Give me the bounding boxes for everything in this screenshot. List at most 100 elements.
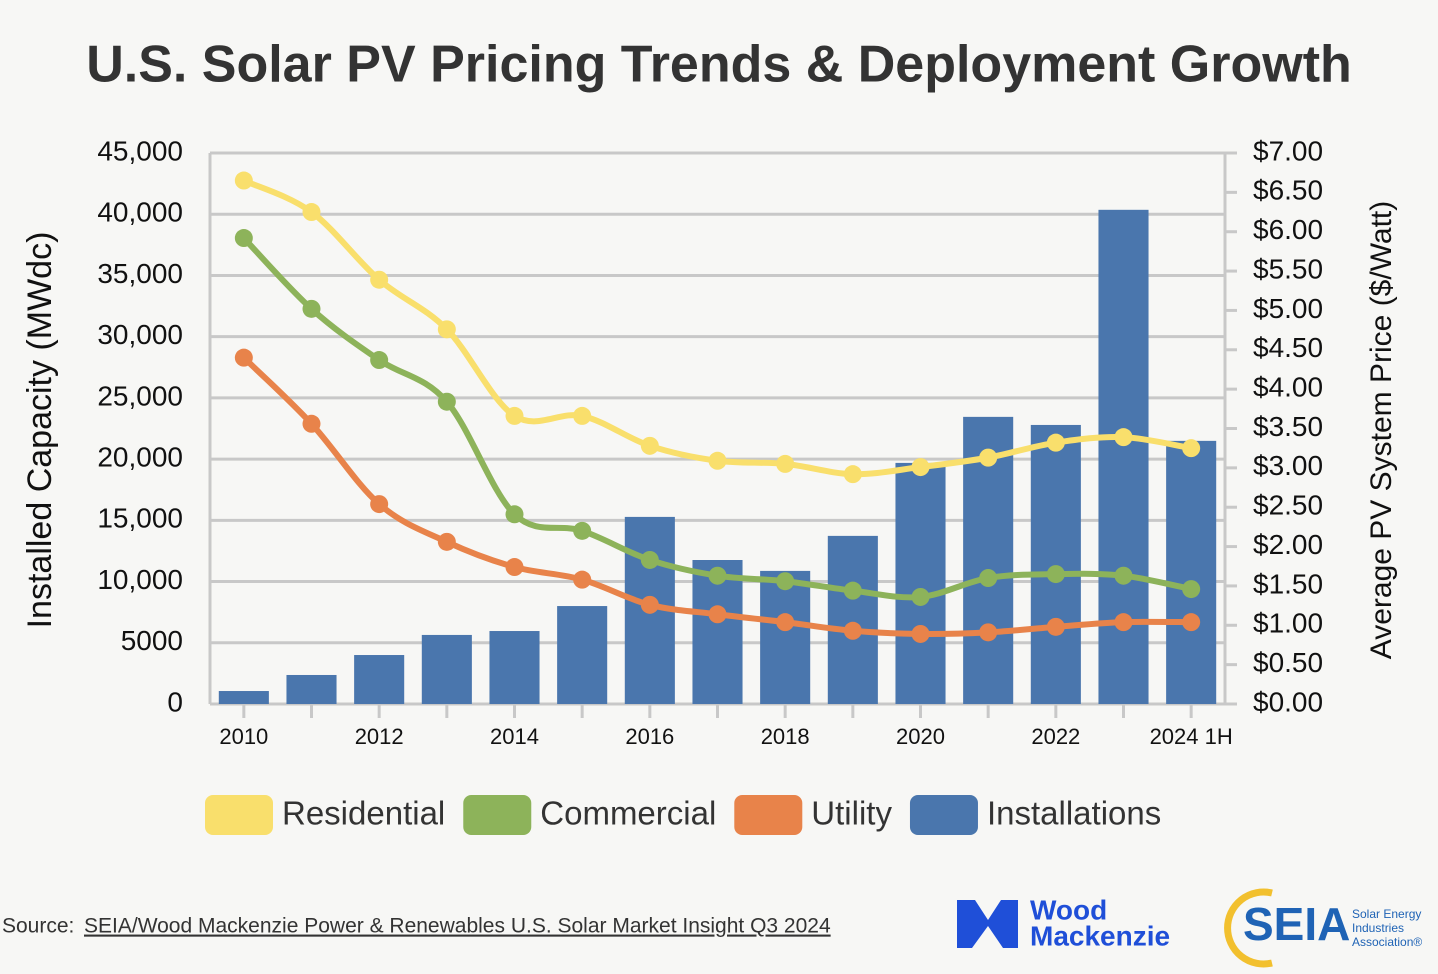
point (1182, 613, 1201, 632)
y2-tick-label: $2.50 (1253, 490, 1323, 521)
y-tick-label: 25,000 (97, 380, 183, 411)
point (573, 406, 592, 425)
point (370, 270, 389, 289)
legend-swatch (734, 795, 803, 835)
bar (286, 674, 337, 704)
legend-swatch (205, 795, 273, 835)
source-prefix: Source: (2, 915, 74, 938)
point (708, 605, 727, 624)
y-tick-label: 40,000 (97, 197, 183, 228)
point (505, 505, 524, 524)
y2-tick-label: $5.50 (1253, 253, 1323, 284)
bar (421, 634, 472, 704)
x-tick-label: 2014 (490, 724, 539, 749)
bar (557, 606, 608, 704)
point (911, 458, 930, 477)
y2-tick-label: $1.00 (1253, 608, 1323, 639)
y2-tick-label: $0.00 (1253, 686, 1323, 717)
x-tick-label: 2024 1H (1150, 724, 1233, 749)
point (302, 414, 321, 433)
point (1046, 617, 1065, 636)
point (640, 436, 659, 455)
point (776, 613, 795, 632)
y-axis-title: Installed Capacity (MWdc) (21, 232, 59, 629)
legend-label: Commercial (540, 795, 716, 832)
point (234, 348, 253, 367)
y-tick-label: 35,000 (97, 258, 183, 289)
point (640, 550, 659, 569)
logo-text: Solar Energy (1352, 907, 1421, 921)
point (979, 623, 998, 642)
point (708, 566, 727, 585)
point (1182, 580, 1201, 599)
point (1182, 439, 1201, 458)
line (241, 235, 1192, 601)
y-tick-label: 5000 (121, 625, 183, 656)
legend-label: Installations (987, 795, 1161, 832)
y2-tick-label: $1.50 (1253, 568, 1323, 599)
y-tick-label: 30,000 (97, 319, 183, 350)
point (505, 558, 524, 577)
point (437, 532, 456, 551)
y2-tick-label: $3.50 (1253, 411, 1323, 442)
point (843, 465, 862, 484)
bar (489, 631, 540, 704)
point (437, 392, 456, 411)
point (776, 454, 795, 473)
logo-text: Mackenzie (1030, 920, 1170, 951)
bar (218, 691, 269, 704)
point (843, 621, 862, 640)
point (302, 203, 321, 222)
point (979, 448, 998, 467)
point (302, 299, 321, 318)
y-tick-label: 10,000 (97, 564, 183, 595)
point (640, 595, 659, 614)
point (1114, 613, 1133, 632)
point (573, 570, 592, 589)
seia-arc (1224, 888, 1273, 968)
bar (1166, 440, 1217, 704)
x-tick-label: 2022 (1031, 724, 1080, 749)
x-tick-label: 2018 (761, 724, 810, 749)
point (437, 320, 456, 339)
y2-tick-label: $0.50 (1253, 647, 1323, 678)
y2-tick-label: $7.00 (1253, 135, 1323, 166)
source-link[interactable]: SEIA/Wood Mackenzie Power & Renewables U… (84, 915, 831, 938)
point (708, 451, 727, 470)
bar (1030, 424, 1081, 704)
y-tick-label: 45,000 (97, 135, 183, 166)
logo-text: Industries (1352, 921, 1404, 935)
point (911, 624, 930, 643)
y2-tick-label: $6.50 (1253, 175, 1323, 206)
y-tick-label: 20,000 (97, 442, 183, 473)
logo-text: Wood (1030, 894, 1107, 925)
point (573, 521, 592, 540)
legend-swatch (909, 795, 978, 835)
bar (895, 462, 946, 704)
bar (760, 570, 811, 704)
y2-tick-label: $3.00 (1253, 450, 1323, 481)
point (1046, 565, 1065, 584)
x-tick-label: 2012 (355, 724, 404, 749)
point (911, 587, 930, 606)
point (234, 171, 253, 190)
y2-axis-title: Average PV System Price ($/Watt) (1365, 201, 1398, 659)
point (234, 229, 253, 248)
logo-text: SEIA (1243, 898, 1350, 950)
point (370, 495, 389, 514)
wood-mackenzie-icon (957, 900, 1018, 948)
x-tick-label: 2010 (219, 724, 268, 749)
point (843, 581, 862, 600)
logo-text: Association® (1352, 935, 1422, 949)
point (979, 569, 998, 588)
point (370, 351, 389, 370)
y-tick-label: 15,000 (97, 503, 183, 534)
legend-label: Utility (811, 795, 892, 832)
point (1114, 566, 1133, 585)
point (1114, 428, 1133, 447)
bar (354, 655, 405, 704)
bar (827, 535, 878, 704)
y2-tick-label: $2.00 (1253, 529, 1323, 560)
x-tick-label: 2020 (896, 724, 945, 749)
